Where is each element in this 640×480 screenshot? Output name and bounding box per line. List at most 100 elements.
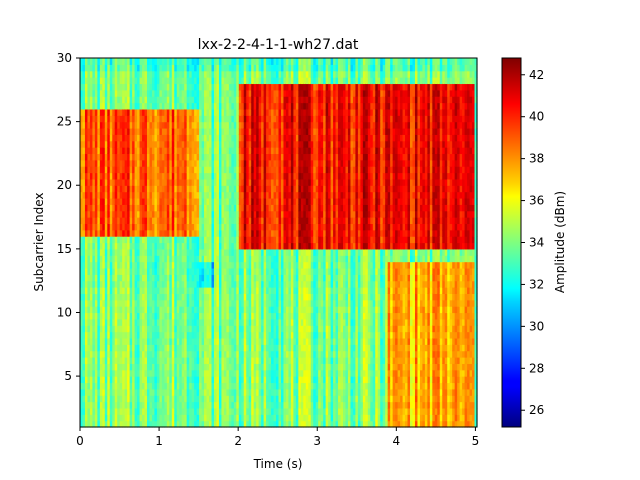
heatmap-cell <box>176 401 180 409</box>
heatmap-cell <box>268 293 272 301</box>
heatmap-cell <box>174 407 178 415</box>
heatmap-cell <box>218 344 223 352</box>
heatmap-cell <box>137 172 141 180</box>
heatmap-cell <box>149 293 153 301</box>
heatmap-cell <box>238 242 242 250</box>
heatmap-cell <box>127 153 131 161</box>
heatmap-cell <box>92 306 96 314</box>
heatmap-cell <box>246 401 250 409</box>
heatmap-cell <box>261 217 265 225</box>
heatmap-cell <box>191 376 195 384</box>
heatmap-cell <box>139 280 143 288</box>
heatmap-cell <box>92 242 96 250</box>
heatmap-cell <box>268 159 272 167</box>
heatmap-cell <box>169 248 173 256</box>
heatmap-cell <box>94 115 98 123</box>
heatmap-cell <box>129 236 133 244</box>
heatmap-cell <box>243 223 247 231</box>
heatmap-cell <box>156 414 160 422</box>
heatmap-cell <box>84 159 89 167</box>
heatmap-cell <box>204 344 208 352</box>
heatmap-cell <box>206 420 210 428</box>
heatmap-cell <box>159 395 163 403</box>
heatmap-cell <box>169 140 173 148</box>
heatmap-cell <box>154 267 158 275</box>
heatmap-cell <box>144 223 148 231</box>
heatmap-cell <box>186 344 190 352</box>
heatmap-cell <box>256 83 260 91</box>
heatmap-cell <box>218 58 223 65</box>
heatmap-cell <box>156 223 160 231</box>
heatmap-cell <box>161 318 165 326</box>
heatmap-cell <box>231 77 235 85</box>
heatmap-cell <box>263 407 267 415</box>
heatmap-cell <box>94 185 98 193</box>
heatmap-cell <box>211 204 215 212</box>
heatmap-cell <box>176 197 180 205</box>
heatmap-cell <box>204 140 208 148</box>
heatmap-cell <box>223 204 227 212</box>
heatmap-cell <box>166 242 170 250</box>
heatmap-cell <box>107 325 111 333</box>
heatmap-cell <box>124 172 128 180</box>
heatmap-cell <box>89 108 93 116</box>
heatmap-cell <box>134 115 138 123</box>
heatmap-cell <box>211 325 215 333</box>
heatmap-cell <box>156 217 160 225</box>
heatmap-cell <box>102 64 106 72</box>
heatmap-cell <box>122 337 126 345</box>
heatmap-cell <box>196 350 200 358</box>
heatmap-cell <box>233 401 237 409</box>
heatmap-cell <box>114 420 118 428</box>
heatmap-cell <box>166 344 170 352</box>
heatmap-cell <box>196 121 200 129</box>
heatmap-cell <box>204 210 208 218</box>
heatmap-cell <box>142 261 146 269</box>
heatmap-cell <box>80 293 84 301</box>
heatmap-cell <box>231 58 235 65</box>
heatmap-cell <box>161 255 165 263</box>
heatmap-cell <box>89 255 93 263</box>
heatmap-cell <box>84 299 89 307</box>
heatmap-cell <box>231 369 235 377</box>
heatmap-cell <box>154 102 158 110</box>
heatmap-cell <box>179 414 183 422</box>
heatmap-cell <box>84 395 89 403</box>
heatmap-cell <box>156 407 160 415</box>
heatmap-cell <box>258 420 262 428</box>
heatmap-cell <box>199 287 203 294</box>
heatmap-cell <box>233 70 237 78</box>
heatmap-cell <box>236 382 240 390</box>
heatmap-cell <box>184 102 188 110</box>
heatmap-cell <box>236 166 240 174</box>
heatmap-cell <box>189 388 193 396</box>
heatmap-cell <box>114 96 118 104</box>
heatmap-cell <box>211 166 215 174</box>
heatmap-cell <box>268 255 272 263</box>
heatmap-cell <box>258 197 262 205</box>
heatmap-cell <box>241 325 245 333</box>
heatmap-cell <box>196 369 200 377</box>
heatmap-cell <box>109 64 113 72</box>
heatmap-cell <box>137 318 141 326</box>
heatmap-cell <box>256 223 260 231</box>
heatmap-cell <box>146 331 151 339</box>
heatmap-cell <box>84 134 89 142</box>
heatmap-cell <box>206 77 210 85</box>
heatmap-cell <box>144 267 148 275</box>
heatmap-cell <box>194 210 198 218</box>
heatmap-cell <box>271 210 275 218</box>
heatmap-cell <box>122 344 126 352</box>
heatmap-cell <box>238 337 242 345</box>
heatmap-cell <box>146 121 151 129</box>
heatmap-cell <box>174 89 178 97</box>
heatmap-cell <box>211 376 215 384</box>
heatmap-cell <box>169 420 173 428</box>
heatmap-cell <box>171 401 175 409</box>
heatmap-cell <box>268 140 272 148</box>
heatmap-cell <box>99 350 103 358</box>
heatmap-cell <box>132 236 136 244</box>
heatmap-cell <box>176 153 180 161</box>
heatmap-cell <box>134 350 138 358</box>
heatmap-cell <box>161 261 165 269</box>
